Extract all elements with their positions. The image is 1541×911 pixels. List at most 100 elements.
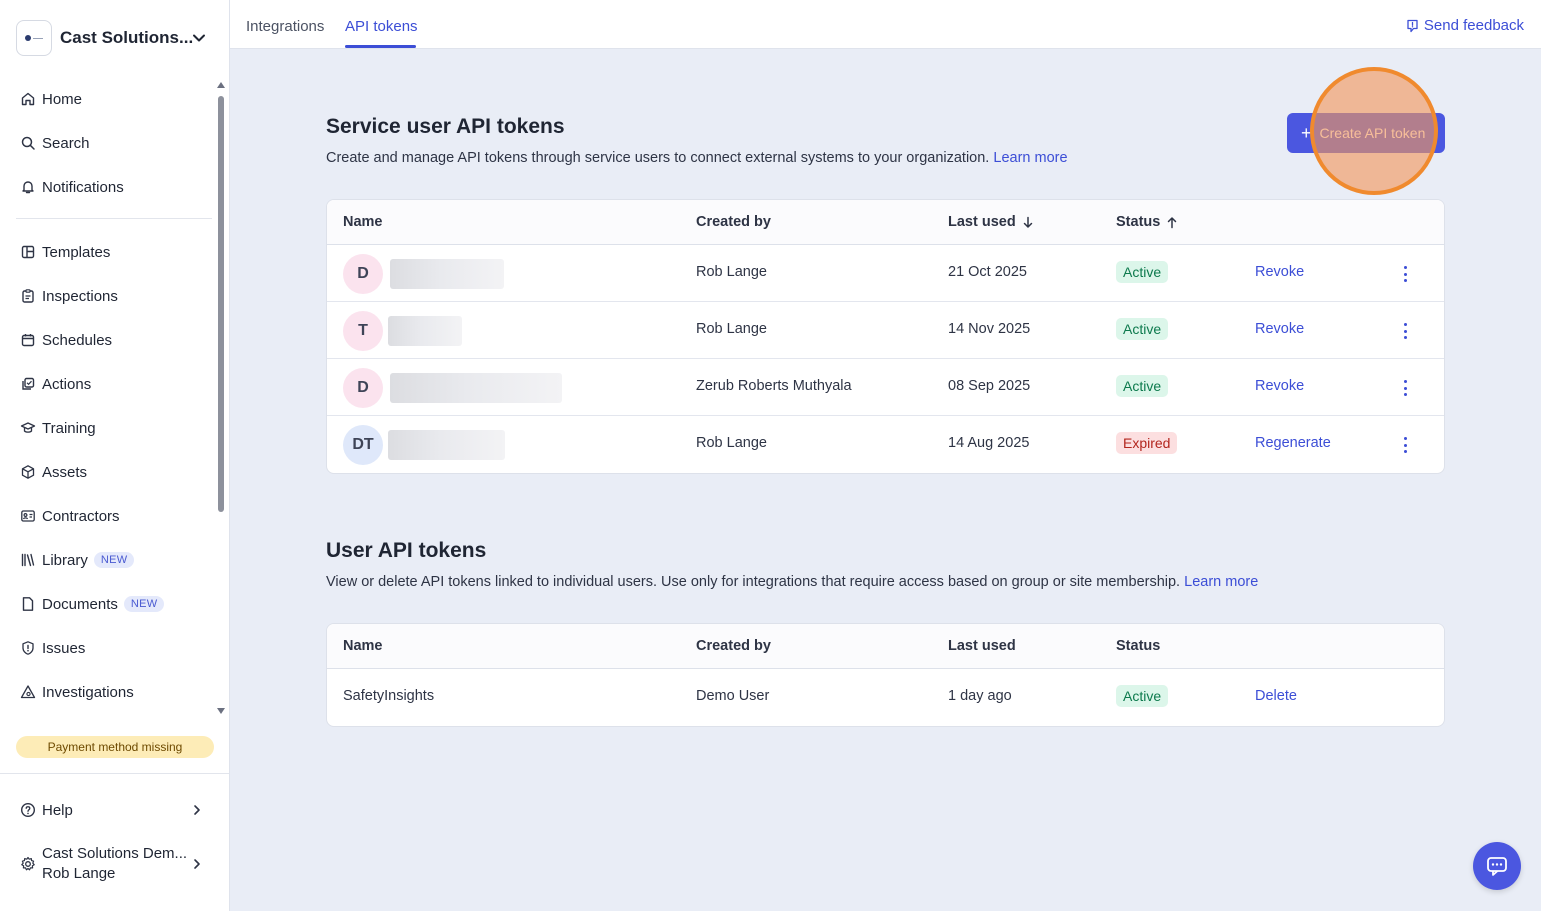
redacted-token-name xyxy=(388,316,462,346)
sidebar-item-notifications[interactable]: Notifications xyxy=(8,167,208,207)
tab-integrations[interactable]: Integrations xyxy=(246,18,325,35)
scroll-up-arrow-icon[interactable] xyxy=(217,82,225,88)
calendar-icon xyxy=(21,334,35,347)
user-tokens-description-text: View or delete API tokens linked to indi… xyxy=(326,574,1181,590)
last-used-cell: 1 day ago xyxy=(948,688,1012,704)
sidebar-item-label: Issues xyxy=(42,639,86,657)
sidebar-item-label: Investigations xyxy=(42,683,134,701)
sidebar-item-label: Documents xyxy=(42,595,118,613)
library-icon xyxy=(21,553,35,567)
user-tokens-description: View or delete API tokens linked to indi… xyxy=(326,574,1258,590)
shield-alert-icon xyxy=(22,641,34,655)
service-tokens-title: Service user API tokens xyxy=(326,115,565,138)
delete-link[interactable]: Delete xyxy=(1255,688,1297,704)
org-name: Cast Solutions... xyxy=(60,28,194,47)
sort-arrow-up-icon xyxy=(1168,216,1177,228)
user-tokens-title: User API tokens xyxy=(326,539,487,562)
avatar: DT xyxy=(343,425,383,465)
sidebar-item-label: Notifications xyxy=(42,178,124,196)
templates-icon xyxy=(21,245,35,259)
created-by-cell: Rob Lange xyxy=(696,264,767,280)
column-header-created-by: Created by xyxy=(696,638,771,654)
sidebar-item-training[interactable]: Training xyxy=(8,408,208,448)
help-icon xyxy=(20,802,36,818)
chat-support-button[interactable] xyxy=(1473,842,1521,890)
service-tokens-description-text: Create and manage API tokens through ser… xyxy=(326,150,990,166)
more-options-icon[interactable] xyxy=(1399,320,1411,342)
account-org-name: Cast Solutions Dem... xyxy=(42,845,188,862)
more-options-icon[interactable] xyxy=(1399,377,1411,399)
plus-icon: + xyxy=(1301,122,1312,143)
tab-api-tokens[interactable]: API tokens xyxy=(345,18,418,35)
sidebar-item-label: Templates xyxy=(42,243,111,261)
sidebar-item-inspections[interactable]: Inspections xyxy=(8,276,208,316)
sidebar-scrollbar[interactable] xyxy=(216,82,226,718)
sidebar-item-contractors[interactable]: Contractors xyxy=(8,496,208,536)
sidebar-item-templates[interactable]: Templates xyxy=(8,232,208,272)
sidebar-item-actions[interactable]: Actions xyxy=(8,364,208,404)
user-tokens-table: Name Created by Last used Status SafetyI… xyxy=(326,623,1445,727)
graduation-cap-icon xyxy=(20,422,36,433)
sidebar-item-documents[interactable]: Documents NEW xyxy=(8,584,208,624)
send-feedback-label: Send feedback xyxy=(1423,17,1524,34)
scroll-thumb[interactable] xyxy=(218,96,224,512)
column-header-name: Name xyxy=(343,638,383,654)
org-switcher[interactable]: Cast Solutions... xyxy=(16,20,216,56)
created-by-cell: Rob Lange xyxy=(696,321,767,337)
column-header-last-used[interactable]: Last used xyxy=(948,214,1034,230)
help-label: Help xyxy=(42,801,73,819)
sidebar-item-search[interactable]: Search xyxy=(8,123,208,163)
scroll-down-arrow-icon[interactable] xyxy=(217,708,225,714)
feedback-icon xyxy=(1407,19,1418,32)
service-tokens-table: Name Created by Last used Status D Rob L… xyxy=(326,199,1445,474)
status-badge: Active xyxy=(1116,318,1169,340)
table-header: Name Created by Last used Status xyxy=(327,200,1444,245)
avatar: T xyxy=(343,311,383,351)
payment-warning-badge[interactable]: Payment method missing xyxy=(16,736,214,758)
revoke-link[interactable]: Revoke xyxy=(1255,264,1305,280)
help-menu[interactable]: Help xyxy=(8,790,212,830)
sidebar-item-label: Actions xyxy=(42,375,92,393)
revoke-link[interactable]: Revoke xyxy=(1255,321,1305,337)
status-badge: Active xyxy=(1116,685,1169,707)
sidebar-item-library[interactable]: Library NEW xyxy=(8,540,208,580)
service-tokens-learn-more-link[interactable]: Learn more xyxy=(993,150,1068,166)
gear-icon xyxy=(21,856,35,871)
document-icon xyxy=(22,597,34,611)
sort-arrow-down-icon xyxy=(1023,216,1032,228)
org-logo xyxy=(16,20,52,56)
bell-icon xyxy=(22,181,34,194)
created-by-cell: Rob Lange xyxy=(696,435,767,451)
regenerate-link[interactable]: Regenerate xyxy=(1255,435,1331,451)
table-row: T Rob Lange 14 Nov 2025 Active Revoke xyxy=(327,302,1444,359)
sidebar-item-assets[interactable]: Assets xyxy=(8,452,208,492)
last-used-cell: 14 Aug 2025 xyxy=(948,435,1030,451)
user-tokens-learn-more-link[interactable]: Learn more xyxy=(1184,574,1259,590)
last-used-cell: 21 Oct 2025 xyxy=(948,264,1027,280)
revoke-link[interactable]: Revoke xyxy=(1255,378,1305,394)
warning-triangle-icon xyxy=(20,685,36,699)
create-api-token-label: Create API token xyxy=(1319,125,1426,141)
sidebar-item-home[interactable]: Home xyxy=(8,79,208,119)
sidebar-item-label: Schedules xyxy=(42,331,113,349)
avatar: D xyxy=(343,254,383,294)
table-header: Name Created by Last used Status xyxy=(327,624,1444,669)
status-badge: Expired xyxy=(1116,432,1178,454)
send-feedback-link[interactable]: Send feedback xyxy=(1406,17,1524,34)
column-header-status[interactable]: Status xyxy=(1116,214,1178,230)
create-api-token-button[interactable]: + Create API token xyxy=(1287,113,1445,153)
sidebar-item-investigations[interactable]: Investigations xyxy=(8,672,208,712)
account-menu[interactable]: Cast Solutions Dem... Rob Lange xyxy=(8,842,212,886)
redacted-token-name xyxy=(388,430,505,460)
sidebar-item-schedules[interactable]: Schedules xyxy=(8,320,208,360)
more-options-icon[interactable] xyxy=(1399,263,1411,285)
avatar: D xyxy=(343,368,383,408)
sidebar-item-issues[interactable]: Issues xyxy=(8,628,208,668)
sidebar-divider xyxy=(16,218,212,219)
top-bar: Integrations API tokens Send feedback xyxy=(230,0,1541,49)
more-options-icon[interactable] xyxy=(1399,434,1411,456)
sidebar-item-label: Library xyxy=(42,551,88,569)
table-row: D Rob Lange 21 Oct 2025 Active Revoke xyxy=(327,245,1444,302)
cube-icon xyxy=(21,465,35,479)
chevron-down-icon xyxy=(193,34,205,42)
